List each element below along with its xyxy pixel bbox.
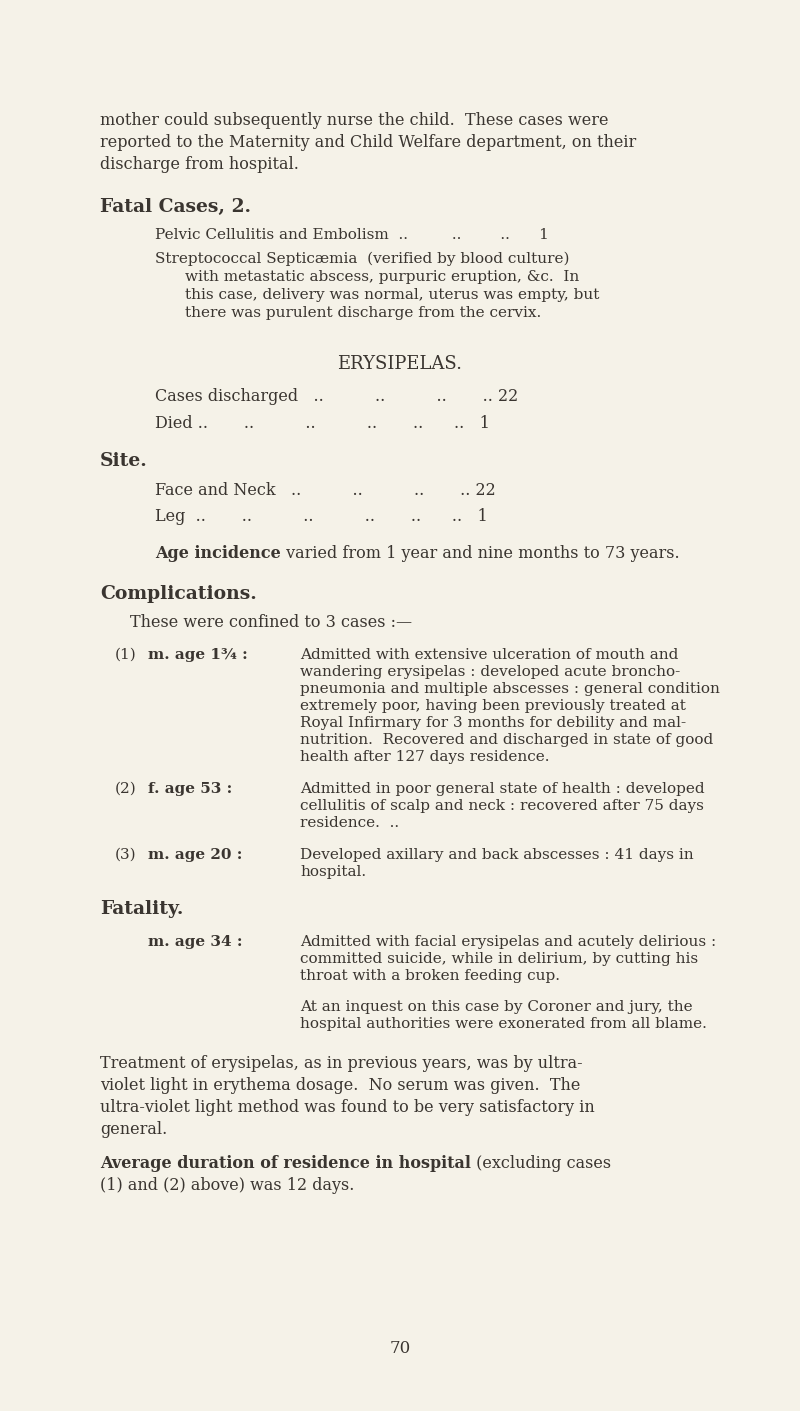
Text: throat with a broken feeding cup.: throat with a broken feeding cup. [300,969,560,983]
Text: nutrition.  Recovered and discharged in state of good: nutrition. Recovered and discharged in s… [300,732,714,746]
Text: Pelvic Cellulitis and Embolism  ..         ..        ..      1: Pelvic Cellulitis and Embolism .. .. .. … [155,229,549,243]
Text: (excluding cases: (excluding cases [471,1156,611,1173]
Text: mother could subsequently nurse the child.  These cases were: mother could subsequently nurse the chil… [100,111,609,128]
Text: general.: general. [100,1120,167,1139]
Text: cellulitis of scalp and neck : recovered after 75 days: cellulitis of scalp and neck : recovered… [300,799,704,813]
Text: m. age 34 :: m. age 34 : [148,935,242,950]
Text: Fatality.: Fatality. [100,900,183,919]
Text: with metastatic abscess, purpuric eruption, &c.  In: with metastatic abscess, purpuric erupti… [185,270,579,284]
Text: At an inquest on this case by Coroner and jury, the: At an inquest on this case by Coroner an… [300,1000,693,1015]
Text: health after 127 days residence.: health after 127 days residence. [300,751,550,763]
Text: varied from 1 year and nine months to 73 years.: varied from 1 year and nine months to 73… [281,545,679,562]
Text: f. age 53 :: f. age 53 : [148,782,232,796]
Text: this case, delivery was normal, uterus was empty, but: this case, delivery was normal, uterus w… [185,288,599,302]
Text: Site.: Site. [100,452,148,470]
Text: ERYSIPELAS.: ERYSIPELAS. [338,356,462,373]
Text: Cases discharged   ..          ..          ..       .. 22: Cases discharged .. .. .. .. 22 [155,388,518,405]
Text: 70: 70 [390,1340,410,1357]
Text: Admitted with extensive ulceration of mouth and: Admitted with extensive ulceration of mo… [300,648,678,662]
Text: m. age 1¾ :: m. age 1¾ : [148,648,248,662]
Text: Leg  ..       ..          ..          ..       ..      ..   1: Leg .. .. .. .. .. .. 1 [155,508,488,525]
Text: Face and Neck   ..          ..          ..       .. 22: Face and Neck .. .. .. .. 22 [155,483,496,499]
Text: Complications.: Complications. [100,586,257,602]
Text: there was purulent discharge from the cervix.: there was purulent discharge from the ce… [185,306,542,320]
Text: Admitted in poor general state of health : developed: Admitted in poor general state of health… [300,782,705,796]
Text: Died ..       ..          ..          ..       ..      ..   1: Died .. .. .. .. .. .. 1 [155,415,490,432]
Text: (2): (2) [115,782,137,796]
Text: hospital authorities were exonerated from all blame.: hospital authorities were exonerated fro… [300,1017,707,1031]
Text: Treatment of erysipelas, as in previous years, was by ultra-: Treatment of erysipelas, as in previous … [100,1055,582,1072]
Text: Fatal Cases, 2.: Fatal Cases, 2. [100,198,251,216]
Text: m. age 20 :: m. age 20 : [148,848,242,862]
Text: These were confined to 3 cases :—: These were confined to 3 cases :— [130,614,412,631]
Text: Average duration of residence in hospital: Average duration of residence in hospita… [100,1156,471,1173]
Text: Streptococcal Septicæmia  (verified by blood culture): Streptococcal Septicæmia (verified by bl… [155,253,570,267]
Text: Age incidence: Age incidence [155,545,281,562]
Text: wandering erysipelas : developed acute broncho-: wandering erysipelas : developed acute b… [300,665,680,679]
Text: (3): (3) [115,848,137,862]
Text: extremely poor, having been previously treated at: extremely poor, having been previously t… [300,698,686,713]
Text: discharge from hospital.: discharge from hospital. [100,157,299,174]
Text: reported to the Maternity and Child Welfare department, on their: reported to the Maternity and Child Welf… [100,134,636,151]
Text: (1) and (2) above) was 12 days.: (1) and (2) above) was 12 days. [100,1177,354,1194]
Text: committed suicide, while in delirium, by cutting his: committed suicide, while in delirium, by… [300,952,698,967]
Text: Developed axillary and back abscesses : 41 days in: Developed axillary and back abscesses : … [300,848,694,862]
Text: pneumonia and multiple abscesses : general condition: pneumonia and multiple abscesses : gener… [300,682,720,696]
Text: residence.  ..: residence. .. [300,816,399,830]
Text: (1): (1) [115,648,137,662]
Text: Royal Infirmary for 3 months for debility and mal-: Royal Infirmary for 3 months for debilit… [300,715,686,729]
Text: hospital.: hospital. [300,865,366,879]
Text: ultra-violet light method was found to be very satisfactory in: ultra-violet light method was found to b… [100,1099,594,1116]
Text: violet light in erythema dosage.  No serum was given.  The: violet light in erythema dosage. No seru… [100,1077,580,1094]
Text: Admitted with facial erysipelas and acutely delirious :: Admitted with facial erysipelas and acut… [300,935,716,950]
